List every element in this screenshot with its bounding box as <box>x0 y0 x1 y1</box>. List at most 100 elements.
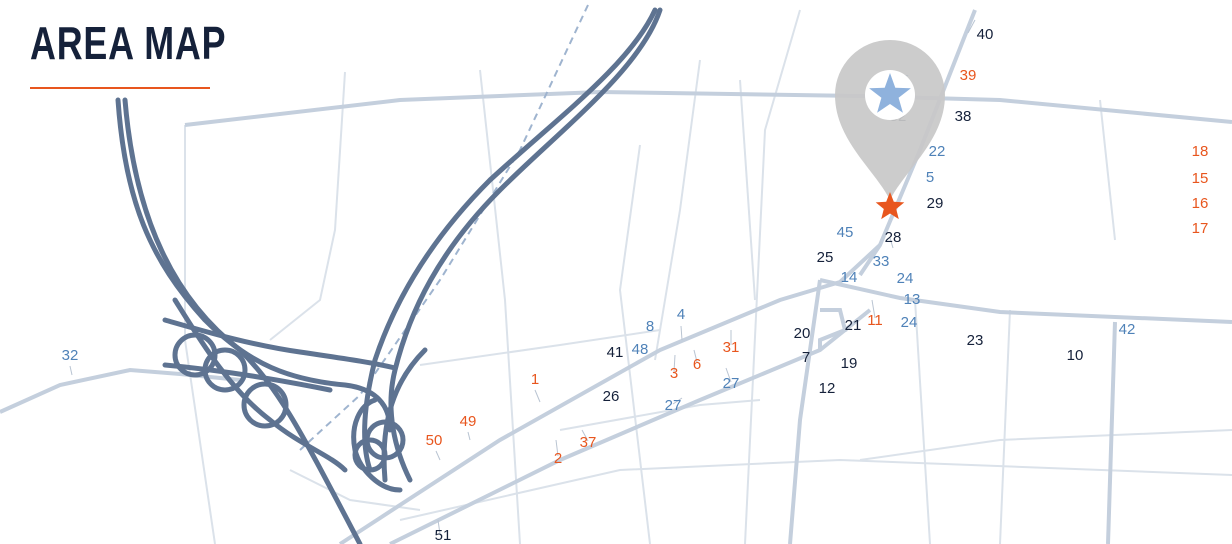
map-marker-label[interactable]: 2 <box>554 450 562 467</box>
map-marker-label[interactable]: 14 <box>841 269 858 286</box>
map-marker-label[interactable]: 49 <box>460 413 477 430</box>
map-marker-label[interactable]: 24 <box>897 270 914 287</box>
marker-leader-line <box>555 439 559 457</box>
map-marker-label[interactable]: 23 <box>967 332 984 349</box>
minor-road <box>914 299 931 544</box>
map-marker-label[interactable]: 41 <box>607 344 624 361</box>
map-marker-label[interactable]: 10 <box>1067 347 1084 364</box>
marker-leader-line <box>693 349 698 363</box>
map-marker-label[interactable]: 1 <box>531 371 539 388</box>
map-marker-label[interactable]: 28 <box>885 229 902 246</box>
marker-leader-line <box>725 367 732 383</box>
map-marker-label[interactable]: 37 <box>580 434 597 451</box>
map-marker-label[interactable]: 40 <box>977 26 994 43</box>
map-marker-label[interactable]: 15 <box>1192 170 1209 187</box>
map-marker-label[interactable]: 22 <box>929 143 946 160</box>
marker-leader-line <box>69 365 73 376</box>
map-marker-label[interactable]: 20 <box>794 325 811 342</box>
interchange-loop <box>241 381 289 429</box>
primary-road <box>818 308 848 350</box>
highway <box>162 362 333 393</box>
highway <box>115 97 393 433</box>
map-marker-label[interactable]: 5 <box>926 169 934 186</box>
map-marker-label[interactable]: 6 <box>693 356 701 373</box>
marker-leader-line <box>437 519 441 535</box>
primary-roads <box>0 9 1232 544</box>
map-marker-label[interactable]: 12 <box>819 380 836 397</box>
marker-leader-line <box>467 431 471 441</box>
marker-leader-line <box>435 450 441 461</box>
map-marker-label[interactable]: 7 <box>802 349 810 366</box>
highway <box>381 347 428 483</box>
map-marker-label[interactable]: 13 <box>904 291 921 308</box>
map-marker-label[interactable]: 48 <box>632 341 649 358</box>
map-marker-label[interactable]: 11 <box>867 312 883 329</box>
minor-road <box>618 144 651 544</box>
minor-road <box>744 9 801 544</box>
minor-road <box>1099 99 1116 241</box>
marker-leader-line <box>672 397 683 405</box>
minor-road <box>999 309 1011 544</box>
map-marker-label[interactable]: 27 <box>665 397 682 414</box>
map-marker-label[interactable]: 18 <box>1192 143 1209 160</box>
map-marker-label[interactable]: 3 <box>670 365 678 382</box>
highway <box>388 7 663 483</box>
map-marker-label[interactable]: 19 <box>841 355 858 372</box>
title-underline <box>30 87 210 89</box>
minor-road <box>269 71 346 341</box>
primary-road <box>389 308 872 544</box>
map-marker-label[interactable]: 39 <box>960 67 977 84</box>
map-marker-label[interactable]: 25 <box>817 249 834 266</box>
marker-leader-line <box>534 389 541 403</box>
primary-road <box>788 279 822 544</box>
railway <box>299 4 589 451</box>
map-marker-label[interactable]: 21 <box>845 317 862 334</box>
map-marker-label[interactable]: 32 <box>62 347 79 364</box>
map-marker-label[interactable]: 50 <box>426 432 443 449</box>
interchange-loop <box>352 437 388 473</box>
map-marker-label[interactable]: 31 <box>723 339 740 356</box>
minor-road <box>739 79 756 301</box>
map-title: AREA MAP <box>30 17 227 69</box>
location-pin[interactable] <box>835 40 945 200</box>
primary-road <box>184 89 1232 127</box>
marker-leader-line <box>871 299 876 319</box>
map-marker-label[interactable]: 42 <box>1119 321 1136 338</box>
orange-star-icon[interactable] <box>875 192 905 220</box>
map-marker-label[interactable]: 27 <box>723 375 740 392</box>
minor-road <box>419 329 661 366</box>
highways <box>115 7 663 544</box>
marker-leader-line <box>673 354 676 373</box>
primary-road <box>338 243 882 544</box>
primary-road <box>1106 321 1117 544</box>
marker-leader-line <box>680 325 683 341</box>
map-marker-label[interactable]: 17 <box>1192 220 1209 237</box>
map-marker-label[interactable]: 24 <box>901 314 918 331</box>
primary-road <box>858 9 977 277</box>
minor-road <box>654 59 701 361</box>
map-marker-label[interactable]: 29 <box>927 195 944 212</box>
minor-road <box>559 399 761 431</box>
marker-labels: 4039355238225291815161745282533142413112… <box>62 26 1209 544</box>
minor-road <box>859 429 1232 461</box>
map-marker-label[interactable]: 45 <box>837 224 854 241</box>
minor-road <box>479 69 521 544</box>
marker-leaders <box>69 19 976 535</box>
map-marker-label[interactable]: 51 <box>435 527 452 544</box>
map-marker-label[interactable]: 4 <box>677 306 685 323</box>
map-marker-label[interactable]: 16 <box>1192 195 1209 212</box>
primary-road <box>819 278 1232 324</box>
star-icon <box>869 73 911 113</box>
minor-roads <box>184 9 1232 544</box>
minor-road <box>399 458 1232 521</box>
highway <box>122 97 363 544</box>
marker-leader-line <box>889 237 894 249</box>
map-marker-label[interactable]: 33 <box>873 253 890 270</box>
interchange-loop <box>202 347 248 393</box>
marker-leader-line <box>581 429 589 442</box>
map-marker-label[interactable]: 38 <box>955 108 972 125</box>
map-marker-label[interactable]: 26 <box>603 388 620 405</box>
highway <box>162 317 398 371</box>
map-marker-label[interactable]: 8 <box>646 318 654 335</box>
